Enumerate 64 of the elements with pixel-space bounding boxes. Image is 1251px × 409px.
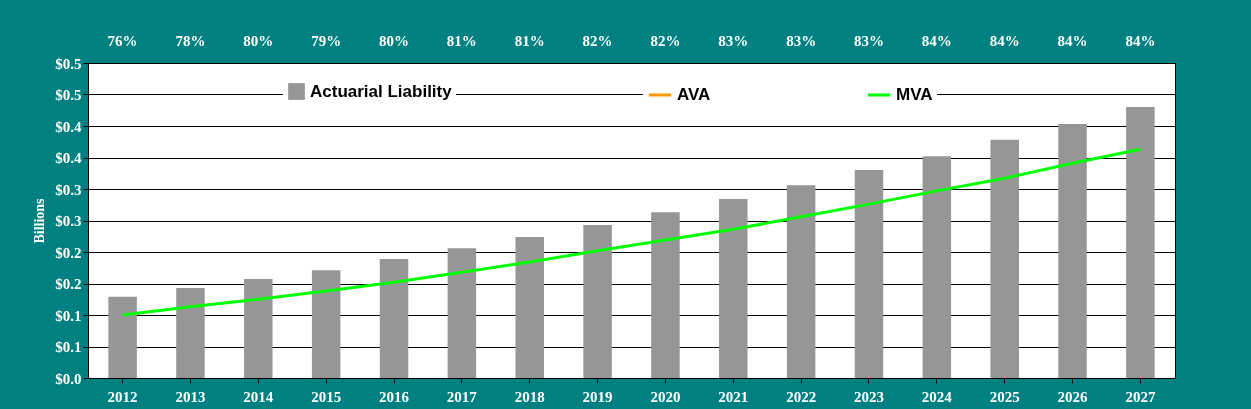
y-tick-label: $0.1 xyxy=(55,339,82,355)
bar xyxy=(854,170,884,378)
text: 76% xyxy=(107,33,138,49)
text: 78% xyxy=(175,33,206,49)
text: 84% xyxy=(921,33,952,49)
bar xyxy=(1058,124,1087,378)
text: 83% xyxy=(786,33,817,49)
text: 81% xyxy=(514,33,545,49)
x-tick-label: 2014 xyxy=(243,388,274,405)
x-tick-label: 2026 xyxy=(1057,388,1089,405)
x-tick-label: 2012 xyxy=(107,388,138,405)
x-tick-label: 2027 xyxy=(1125,388,1156,405)
text: 79% xyxy=(311,33,342,49)
text: 83% xyxy=(853,33,884,49)
legend-label: Actuarial Liability xyxy=(310,81,453,101)
bar xyxy=(447,248,477,378)
text: 84% xyxy=(989,33,1020,49)
legend-label: MVA xyxy=(896,85,933,104)
bar xyxy=(922,156,952,378)
text: 82% xyxy=(582,33,613,49)
x-tick-label: 2023 xyxy=(853,388,884,405)
y-tick-label: $0.2 xyxy=(55,276,82,292)
y-tick-label: $0.2 xyxy=(55,244,82,261)
text: 82% xyxy=(650,33,681,49)
text: 83% xyxy=(718,33,749,49)
line-series xyxy=(121,147,1142,317)
y-tick-label: $0.3 xyxy=(55,181,82,198)
text: 80% xyxy=(243,33,274,49)
bar xyxy=(244,279,273,378)
bar xyxy=(1126,107,1155,378)
y-tick-label: $0.5 xyxy=(55,87,82,103)
y-tick-label: $0.3 xyxy=(55,213,82,229)
bar xyxy=(583,224,612,378)
legend-label: AVA xyxy=(677,85,711,104)
x-tick-label: 2021 xyxy=(718,388,749,405)
y-tick-label: $0.5 xyxy=(55,55,82,72)
bar xyxy=(719,199,748,378)
x-tick-label: 2016 xyxy=(379,388,410,405)
x-tick-label: 2024 xyxy=(921,388,953,405)
bar xyxy=(311,270,341,378)
y-tick-label: $0.0 xyxy=(55,370,82,387)
text: 80% xyxy=(379,33,410,49)
x-tick-label: 2013 xyxy=(175,388,206,405)
bar xyxy=(786,185,816,378)
x-tick-label: 2020 xyxy=(650,388,681,405)
text: 84% xyxy=(1125,33,1156,49)
x-tick-label: 2018 xyxy=(514,388,545,405)
y-tick-label: $0.4 xyxy=(55,150,82,166)
bar xyxy=(990,139,1019,378)
bar xyxy=(108,296,137,378)
text: 81% xyxy=(446,33,477,49)
x-tick-label: 2025 xyxy=(989,388,1020,405)
x-tick-label: 2015 xyxy=(311,388,342,405)
x-tick-label: 2017 xyxy=(446,388,478,405)
x-tick-label: 2019 xyxy=(582,388,613,405)
text: 84% xyxy=(1057,33,1088,49)
x-tick-label: 2022 xyxy=(786,388,817,405)
y-axis-title: Billions xyxy=(32,197,48,244)
bar xyxy=(379,258,409,378)
bar xyxy=(176,287,205,378)
bar xyxy=(651,212,680,378)
y-tick-label: $0.4 xyxy=(55,118,82,135)
bar xyxy=(515,236,544,378)
y-tick-label: $0.1 xyxy=(55,307,82,324)
